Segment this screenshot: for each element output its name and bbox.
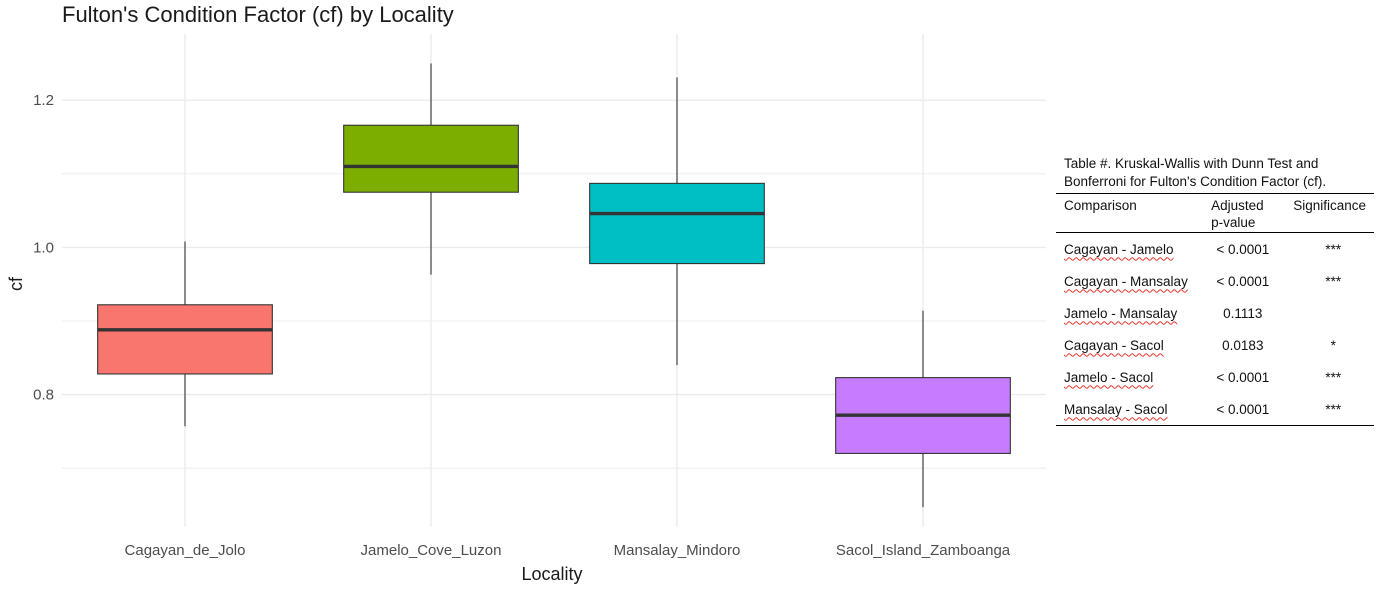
header-adjusted-pvalue: Adjusted p-value — [1205, 194, 1276, 233]
table-row: Mansalay - Sacol < 0.0001 *** — [1056, 393, 1374, 426]
table-row: Jamelo - Mansalay 0.1113 — [1056, 297, 1374, 329]
x-tick-label: Cagayan_de_Jolo — [125, 542, 246, 559]
y-tick-label: 0.8 — [33, 387, 54, 404]
row-significance: * — [1330, 337, 1336, 353]
table-row: Cagayan - Mansalay < 0.0001 *** — [1056, 265, 1374, 297]
row-comparison: Cagayan - Sacol — [1064, 337, 1164, 353]
row-comparison: Jamelo - Sacol — [1064, 369, 1154, 385]
row-comparison: Mansalay - Sacol — [1064, 401, 1168, 417]
x-tick-label: Sacol_Island_Zamboanga — [836, 542, 1011, 559]
x-tick-label: Mansalay_Mindoro — [614, 542, 741, 559]
row-pvalue: < 0.0001 — [1216, 401, 1270, 417]
row-comparison: Jamelo - Mansalay — [1064, 305, 1178, 321]
y-axis-label: cf — [6, 276, 26, 291]
x-axis-label: Locality — [521, 564, 582, 584]
table-row: Cagayan - Jamelo < 0.0001 *** — [1056, 233, 1374, 266]
table-caption-line-2: Bonferroni for Fulton's Condition Factor… — [1064, 174, 1327, 189]
table-caption-line-1: Table #. Kruskal-Wallis with Dunn Test a… — [1064, 156, 1319, 171]
chart-title: Fulton's Condition Factor (cf) by Locali… — [62, 2, 454, 27]
y-tick-labels: 0.8 1.0 1.2 — [33, 92, 54, 403]
row-significance — [1276, 297, 1374, 329]
stats-table: Table #. Kruskal-Wallis with Dunn Test a… — [1056, 155, 1374, 426]
header-significance: Significance — [1293, 198, 1366, 213]
y-tick-label: 1.2 — [33, 92, 54, 109]
row-significance: *** — [1325, 369, 1342, 385]
x-tick-label: Jamelo_Cove_Luzon — [361, 542, 502, 559]
header-comparison: Comparison — [1064, 198, 1137, 213]
row-significance: *** — [1325, 401, 1342, 417]
comparison-table: Comparison Adjusted p-value Significance… — [1056, 193, 1374, 426]
boxes-layer — [97, 63, 1011, 508]
x-tick-labels: Cagayan_de_Jolo Jamelo_Cove_Luzon Mansalay… — [125, 542, 1011, 559]
header-pvalue-line-1: Adjusted — [1211, 198, 1264, 213]
table-row: Cagayan - Sacol 0.0183 * — [1056, 329, 1374, 361]
row-pvalue: < 0.0001 — [1216, 369, 1270, 385]
row-pvalue: < 0.0001 — [1216, 241, 1270, 257]
row-comparison: Cagayan - Jamelo — [1064, 241, 1174, 257]
y-tick-label: 1.0 — [33, 239, 54, 256]
row-comparison: Cagayan - Mansalay — [1064, 273, 1188, 289]
box — [589, 182, 765, 265]
boxplot-chart: Fulton's Condition Factor (cf) by Locali… — [6, 2, 1046, 584]
row-pvalue: 0.0183 — [1222, 337, 1264, 353]
row-significance: *** — [1325, 241, 1342, 257]
row-pvalue: < 0.0001 — [1216, 273, 1270, 289]
box — [343, 124, 519, 193]
table-row: Jamelo - Sacol < 0.0001 *** — [1056, 361, 1374, 393]
row-significance: *** — [1325, 273, 1342, 289]
box — [97, 304, 273, 375]
table-header-row: Comparison Adjusted p-value Significance — [1056, 193, 1374, 233]
header-pvalue-line-2: p-value — [1211, 215, 1256, 230]
row-pvalue: 0.1113 — [1223, 305, 1263, 321]
